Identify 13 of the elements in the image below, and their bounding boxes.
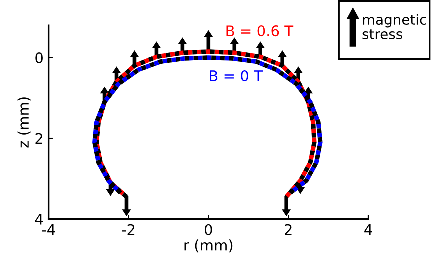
y-axis-title: z (mm) — [18, 98, 31, 148]
y-tick-label: 4 — [35, 214, 44, 225]
x-axis-title: r (mm) — [184, 240, 233, 253]
x-tick-label: -2 — [122, 224, 135, 236]
series-label: B = 0.6 T — [226, 26, 294, 37]
y-tick-label: 2 — [36, 133, 42, 144]
x-tick-label: -4 — [42, 224, 56, 236]
x-tick-label: 4 — [364, 224, 372, 236]
x-tick-label: 0 — [204, 224, 212, 236]
y-tick-label: 0 — [36, 52, 43, 64]
series-label: B = 0 T — [210, 70, 264, 82]
x-tick-label: 2 — [285, 224, 292, 236]
annotation: magnetic stress — [362, 14, 426, 40]
